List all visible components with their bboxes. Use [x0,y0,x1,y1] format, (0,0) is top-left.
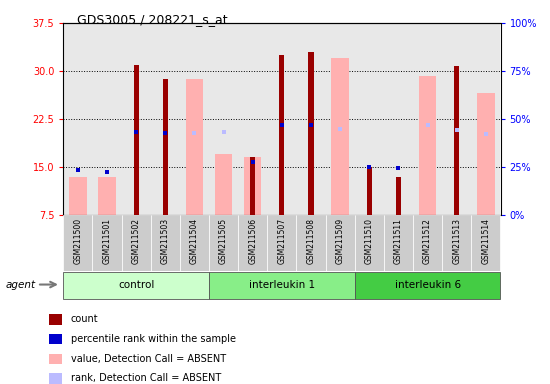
Bar [49,354,62,364]
Bar [244,157,261,215]
Bar [413,23,442,215]
Bar [396,177,401,215]
Text: agent: agent [6,280,36,290]
Text: interleukin 1: interleukin 1 [249,280,315,290]
Text: GSM211508: GSM211508 [306,218,316,264]
Bar [49,373,62,384]
Bar [355,23,384,215]
FancyBboxPatch shape [384,215,413,271]
Text: GSM211507: GSM211507 [277,218,287,264]
FancyBboxPatch shape [122,215,151,271]
Text: GSM211504: GSM211504 [190,218,199,264]
Text: GDS3005 / 208221_s_at: GDS3005 / 208221_s_at [77,13,228,26]
Bar [49,334,62,344]
Bar [122,23,151,215]
Text: GSM211501: GSM211501 [102,218,112,264]
FancyBboxPatch shape [151,215,180,271]
Bar [442,23,471,215]
Text: rank, Detection Call = ABSENT: rank, Detection Call = ABSENT [70,374,221,384]
FancyBboxPatch shape [442,215,471,271]
Bar [250,157,255,215]
Bar [384,23,413,215]
Text: GSM211514: GSM211514 [481,218,491,264]
Text: GSM211506: GSM211506 [248,218,257,264]
Bar [309,52,313,215]
Bar [454,66,459,215]
Text: interleukin 6: interleukin 6 [394,280,461,290]
FancyBboxPatch shape [238,215,267,271]
Bar [326,23,355,215]
FancyBboxPatch shape [296,215,326,271]
Text: percentile rank within the sample: percentile rank within the sample [70,334,235,344]
Bar [279,55,284,215]
Bar [63,23,92,215]
Bar [471,23,500,215]
Bar [151,23,180,215]
Text: GSM211505: GSM211505 [219,218,228,264]
Bar [215,154,232,215]
Bar [69,177,86,215]
Bar [209,23,238,215]
Bar [134,65,139,215]
FancyBboxPatch shape [471,215,500,271]
Text: GSM211509: GSM211509 [336,218,345,264]
Bar [267,23,296,215]
FancyBboxPatch shape [413,215,442,271]
FancyBboxPatch shape [92,215,122,271]
Bar [419,76,436,215]
Text: control: control [118,280,155,290]
Bar [367,167,372,215]
Text: GSM211511: GSM211511 [394,218,403,264]
FancyBboxPatch shape [63,215,92,271]
FancyBboxPatch shape [180,215,209,271]
Text: GSM211500: GSM211500 [73,218,82,264]
Bar [186,79,203,215]
FancyBboxPatch shape [209,215,238,271]
Bar [92,23,122,215]
FancyBboxPatch shape [326,215,355,271]
Bar [238,23,267,215]
Bar [49,314,62,324]
Text: count: count [70,314,98,324]
Bar [477,93,494,215]
Text: GSM211510: GSM211510 [365,218,374,264]
Bar [163,79,168,215]
FancyBboxPatch shape [355,271,500,299]
Bar [296,23,326,215]
Bar [180,23,209,215]
Bar [332,58,349,215]
FancyBboxPatch shape [355,215,384,271]
Text: GSM211503: GSM211503 [161,218,170,264]
FancyBboxPatch shape [267,215,296,271]
Text: GSM211502: GSM211502 [131,218,141,264]
Text: value, Detection Call = ABSENT: value, Detection Call = ABSENT [70,354,226,364]
FancyBboxPatch shape [209,271,355,299]
Text: GSM211512: GSM211512 [423,218,432,264]
FancyBboxPatch shape [63,271,209,299]
Bar [98,177,116,215]
Text: GSM211513: GSM211513 [452,218,461,264]
